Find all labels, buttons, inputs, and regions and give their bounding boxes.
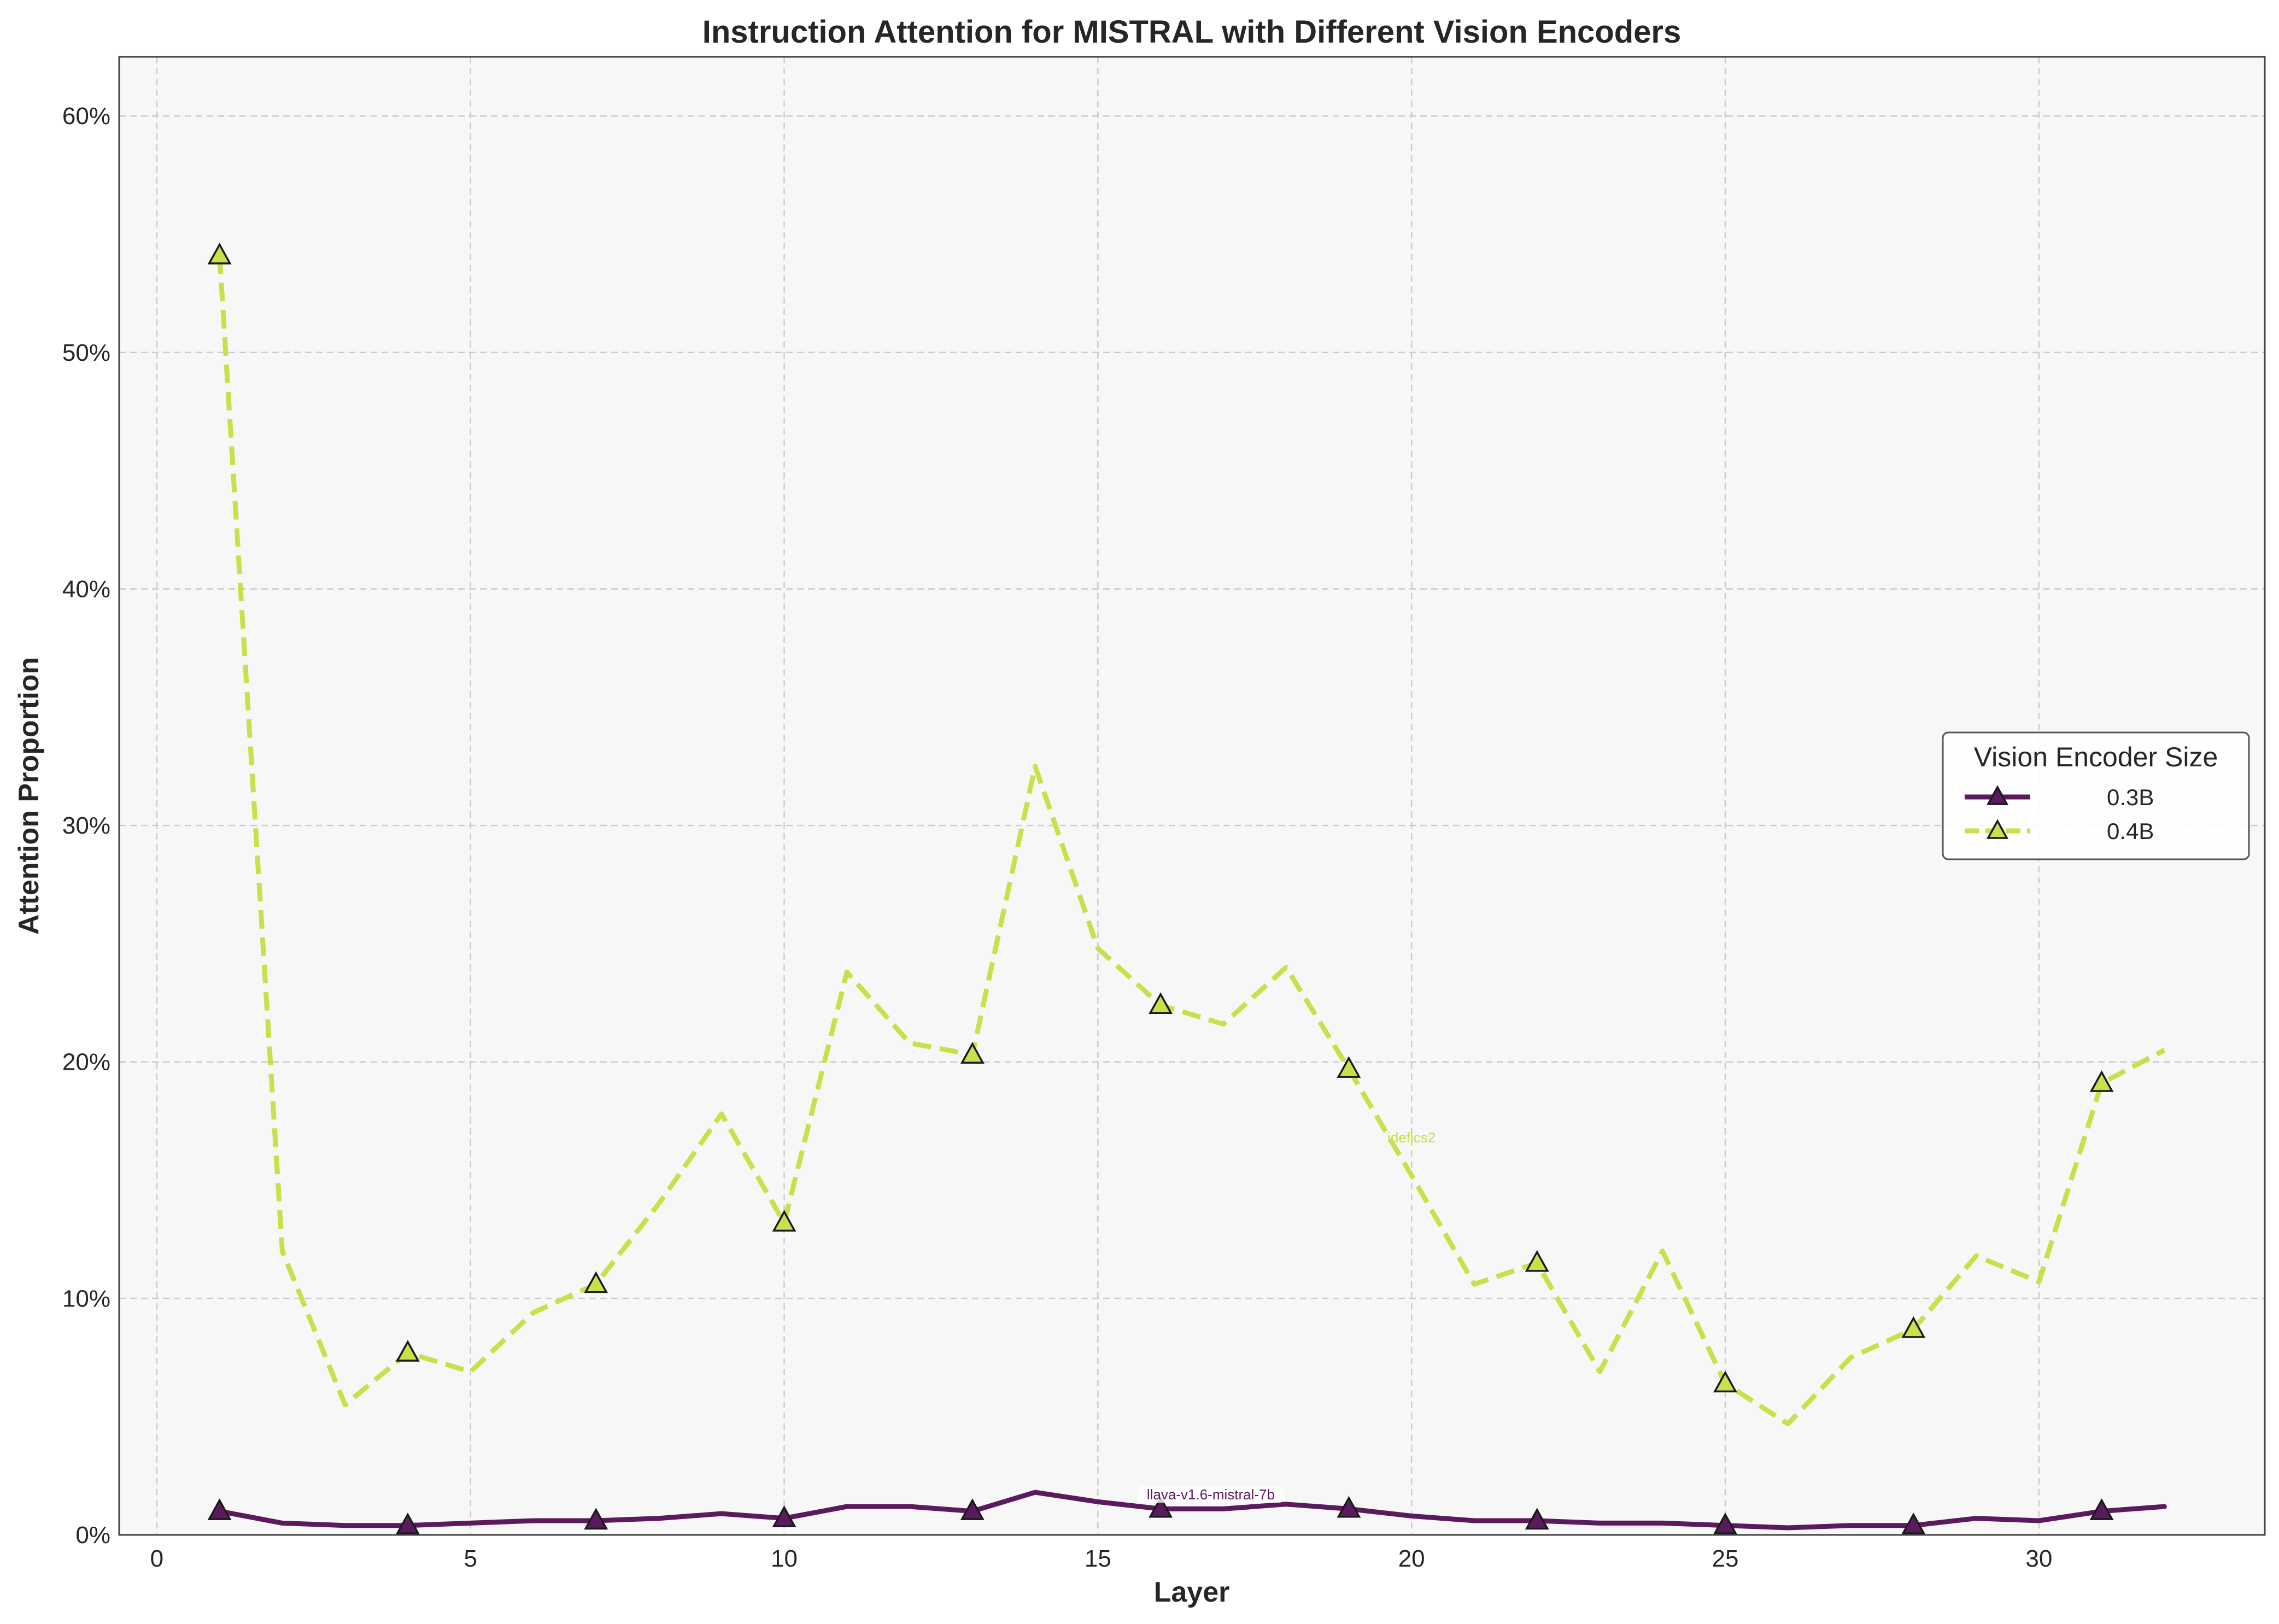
y-tick-label: 20% [62, 1049, 110, 1076]
data-point-marker [395, 1512, 420, 1534]
legend-item-0.3B: 0.3B [1965, 784, 2154, 810]
annotation-background [1136, 1486, 1285, 1503]
x-tick-label: 5 [464, 1545, 477, 1572]
data-point-marker [772, 1210, 796, 1232]
data-point-marker [1337, 1496, 1361, 1518]
legend-title: Vision Encoder Size [1974, 742, 2218, 772]
y-tick-label: 50% [62, 339, 110, 366]
y-tick-label: 60% [62, 103, 110, 130]
plot-area [119, 57, 2265, 1535]
legend-items: 0.3B 0.4B [1965, 784, 2154, 844]
legend-marker [1986, 819, 2009, 839]
x-tick-label: 0 [150, 1545, 163, 1572]
data-point-marker [584, 1271, 608, 1293]
data-point-marker [772, 1505, 796, 1527]
series-line-0.3B [217, 1490, 2167, 1531]
data-point-marker [1525, 1508, 1549, 1530]
x-axis-ticks: 0 5 10 15 20 25 30 [150, 1545, 2053, 1572]
y-tick-label: 0% [75, 1522, 110, 1549]
x-tick-label: 25 [1712, 1545, 1739, 1572]
data-point-marker [207, 1498, 232, 1520]
y-tick-label: 10% [62, 1285, 110, 1312]
legend-label: 0.4B [2107, 818, 2154, 844]
data-point-marker [1337, 1056, 1361, 1078]
legend: Vision Encoder Size 0.3B 0.4B [1942, 731, 2250, 860]
annotations: llava-v1.6-mistral-7b idefics2 [1136, 1129, 1436, 1503]
y-tick-label: 40% [62, 576, 110, 602]
data-point-marker [1525, 1250, 1549, 1272]
legend-marker [1986, 785, 2009, 805]
data-point-marker [1901, 1512, 1926, 1534]
data-point-marker [1713, 1370, 1737, 1393]
data-point-marker [2089, 1070, 2114, 1092]
x-tick-label: 30 [2025, 1545, 2052, 1572]
data-point-marker [960, 1042, 985, 1064]
y-axis-ticks: 0% 10% 20% 30% 40% 50% 60% [62, 103, 110, 1549]
legend-box [1942, 731, 2250, 860]
annotation-label: llava-v1.6-mistral-7b [1147, 1486, 1275, 1503]
x-tick-label: 15 [1085, 1545, 1111, 1572]
series-line-0.4B [217, 255, 2166, 1427]
x-tick-label: 10 [771, 1545, 798, 1572]
data-point-marker [1901, 1316, 1926, 1338]
series-layer [207, 242, 2167, 1534]
data-point-marker [395, 1340, 420, 1362]
annotation-label: idefics2 [1387, 1129, 1436, 1146]
plot-frame [118, 56, 2266, 1536]
x-tick-label: 20 [1398, 1545, 1425, 1572]
data-point-marker [584, 1508, 608, 1530]
data-point-marker [1713, 1512, 1737, 1534]
y-axis-label: Attention Proportion [13, 657, 45, 935]
y-tick-label: 30% [62, 812, 110, 839]
data-point-marker [960, 1498, 985, 1520]
legend-item-0.4B: 0.4B [1965, 818, 2154, 844]
legend-label: 0.3B [2107, 784, 2154, 810]
chart-title: Instruction Attention for MISTRAL with D… [702, 14, 1682, 50]
data-point-marker [207, 242, 232, 265]
data-point-marker [1149, 1496, 1173, 1518]
series-0.4B [207, 242, 2166, 1427]
series-0.3B [207, 1490, 2167, 1534]
data-point-marker [2089, 1498, 2114, 1520]
x-axis-label: Layer [1154, 1576, 1230, 1608]
data-point-marker [1149, 992, 1173, 1015]
